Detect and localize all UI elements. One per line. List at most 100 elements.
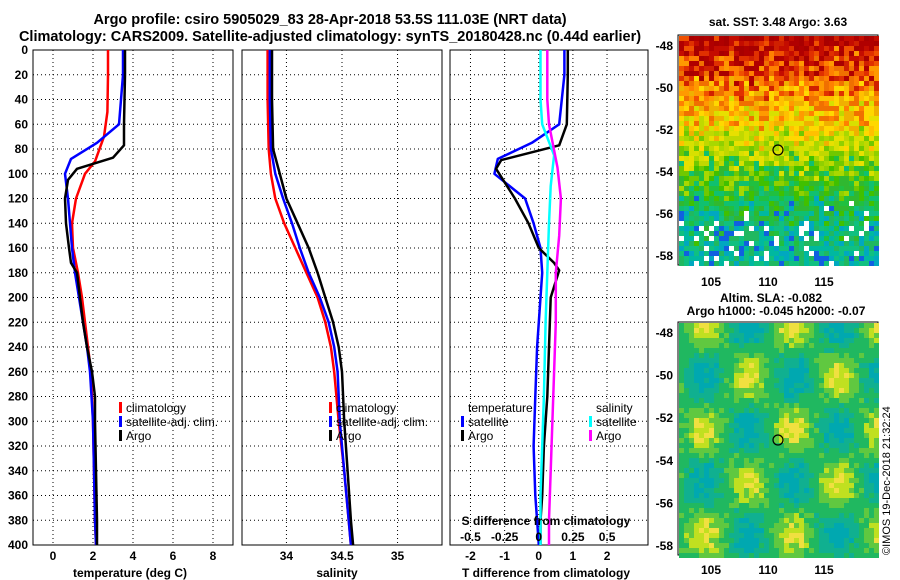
map-cell bbox=[844, 448, 849, 453]
map-cell bbox=[699, 226, 704, 231]
map-cell bbox=[789, 251, 794, 256]
map-cell bbox=[709, 256, 714, 261]
map-cell bbox=[754, 131, 759, 136]
map-cell bbox=[694, 323, 699, 328]
map-cell bbox=[779, 241, 784, 246]
map-cell bbox=[734, 498, 739, 503]
map-cell bbox=[679, 553, 684, 558]
depth-tick-label: 220 bbox=[8, 315, 28, 329]
map-cell bbox=[729, 101, 734, 106]
map-cell bbox=[729, 533, 734, 538]
map-cell bbox=[769, 428, 774, 433]
map-cell bbox=[734, 156, 739, 161]
map-cell bbox=[799, 46, 804, 51]
map-cell bbox=[849, 146, 854, 151]
map-cell bbox=[789, 201, 794, 206]
map-cell bbox=[744, 423, 749, 428]
map-cell bbox=[799, 473, 804, 478]
map-cell bbox=[819, 408, 824, 413]
map-cell bbox=[744, 498, 749, 503]
map-cell bbox=[684, 458, 689, 463]
map-cell bbox=[689, 136, 694, 141]
map-cell bbox=[829, 553, 834, 558]
map-cell bbox=[704, 398, 709, 403]
map-cell bbox=[834, 463, 839, 468]
map-cell bbox=[849, 156, 854, 161]
map-cell bbox=[844, 46, 849, 51]
map-cell bbox=[754, 448, 759, 453]
map-cell bbox=[734, 96, 739, 101]
map-cell bbox=[834, 418, 839, 423]
map-cell bbox=[854, 131, 859, 136]
map-cell bbox=[714, 96, 719, 101]
map-cell bbox=[814, 453, 819, 458]
map-cell bbox=[839, 393, 844, 398]
map-cell bbox=[769, 358, 774, 363]
map-cell bbox=[834, 226, 839, 231]
map-cell bbox=[769, 543, 774, 548]
map-cell bbox=[714, 126, 719, 131]
map-cell bbox=[764, 433, 769, 438]
map-cell bbox=[814, 363, 819, 368]
map-cell bbox=[704, 343, 709, 348]
map-cell bbox=[864, 176, 869, 181]
map-cell bbox=[859, 508, 864, 513]
map-cell bbox=[809, 251, 814, 256]
map-cell bbox=[679, 231, 684, 236]
map-cell bbox=[764, 176, 769, 181]
map-cell bbox=[794, 51, 799, 56]
map-cell bbox=[739, 246, 744, 251]
map-cell bbox=[859, 111, 864, 116]
map-cell bbox=[719, 328, 724, 333]
map-cell bbox=[734, 181, 739, 186]
map-cell bbox=[869, 221, 874, 226]
map-cell bbox=[834, 216, 839, 221]
map-cell bbox=[709, 51, 714, 56]
map-cell bbox=[739, 323, 744, 328]
map-cell bbox=[699, 493, 704, 498]
map-cell bbox=[694, 241, 699, 246]
map-cell bbox=[864, 418, 869, 423]
map-cell bbox=[794, 333, 799, 338]
map-cell bbox=[724, 528, 729, 533]
map-cell bbox=[704, 141, 709, 146]
map-cell bbox=[804, 473, 809, 478]
map-cell bbox=[774, 76, 779, 81]
map-cell bbox=[764, 41, 769, 46]
map-cell bbox=[694, 458, 699, 463]
map-cell bbox=[689, 508, 694, 513]
map-cell bbox=[774, 343, 779, 348]
map-cell bbox=[719, 96, 724, 101]
map-cell bbox=[844, 343, 849, 348]
map-cell bbox=[729, 538, 734, 543]
map-cell bbox=[869, 408, 874, 413]
map-cell bbox=[749, 348, 754, 353]
map-cell bbox=[834, 206, 839, 211]
map-cell bbox=[724, 438, 729, 443]
map-cell bbox=[714, 493, 719, 498]
map-cell bbox=[709, 86, 714, 91]
map-cell bbox=[714, 51, 719, 56]
map-cell bbox=[694, 333, 699, 338]
map-cell bbox=[769, 211, 774, 216]
map-cell bbox=[679, 423, 684, 428]
map-cell bbox=[799, 211, 804, 216]
map-cell bbox=[764, 86, 769, 91]
map-cell bbox=[739, 51, 744, 56]
map-cell bbox=[799, 96, 804, 101]
map-cell bbox=[814, 408, 819, 413]
map-cell bbox=[684, 378, 689, 383]
map-cell bbox=[719, 408, 724, 413]
map-cell bbox=[709, 136, 714, 141]
map-cell bbox=[769, 246, 774, 251]
map-cell bbox=[784, 176, 789, 181]
map-cell bbox=[869, 538, 874, 543]
map-cell bbox=[754, 136, 759, 141]
map-cell bbox=[824, 523, 829, 528]
map-cell bbox=[764, 201, 769, 206]
map-cell bbox=[779, 51, 784, 56]
map-cell bbox=[824, 136, 829, 141]
map-cell bbox=[849, 518, 854, 523]
map-cell bbox=[804, 111, 809, 116]
map-cell bbox=[784, 36, 789, 41]
